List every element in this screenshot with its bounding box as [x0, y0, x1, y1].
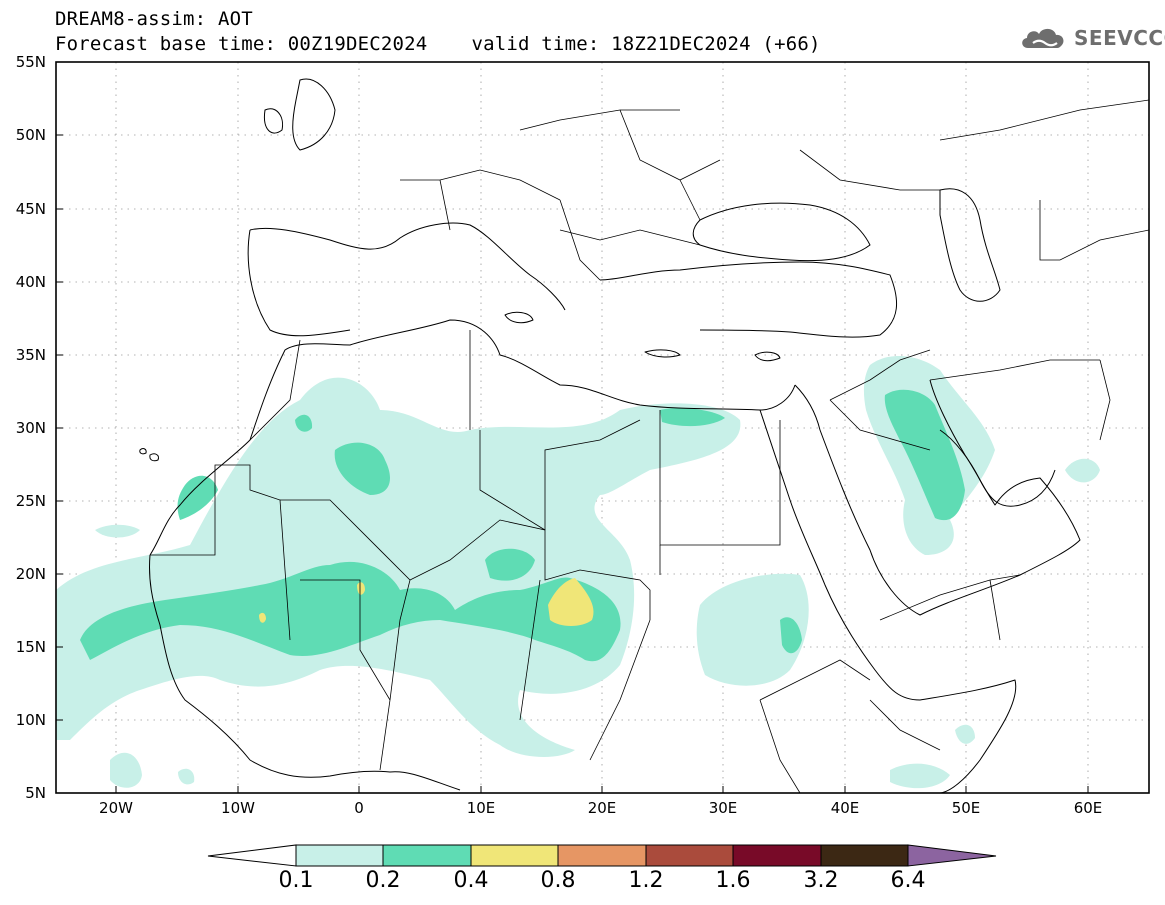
lon-label-60E: 60E — [1073, 799, 1103, 817]
lat-label-45N: 45N — [15, 200, 46, 218]
lon-label-10W: 10W — [221, 799, 255, 817]
colorbar-label: 0.4 — [453, 868, 489, 893]
lon-label-10E: 10E — [466, 799, 496, 817]
base-time: Forecast base time: 00Z19DEC2024 — [55, 33, 428, 55]
lon-label-50E: 50E — [951, 799, 981, 817]
lat-label-55N: 55N — [15, 53, 46, 71]
lat-label-20N: 20N — [15, 565, 46, 583]
aot-level-0.4 — [259, 578, 594, 626]
cloud-icon — [1022, 28, 1064, 48]
axis-ticks — [56, 134, 1089, 793]
colorbar-label: 3.2 — [803, 868, 839, 893]
colorbar-label: 1.6 — [715, 868, 751, 893]
colorbar-label: 0.1 — [278, 868, 314, 893]
lon-label-20W: 20W — [99, 799, 133, 817]
colorbar-swatch-0.4 — [470, 844, 559, 867]
lat-label-10N: 10N — [15, 711, 46, 729]
colorbar-swatch-0.2 — [382, 844, 472, 867]
aot-contours — [56, 355, 1100, 789]
colorbar-swatch-1.6 — [732, 844, 822, 867]
aot-level-0.1 — [56, 355, 1100, 789]
lat-label-30N: 30N — [15, 419, 46, 437]
lat-label-35N: 35N — [15, 346, 46, 364]
lat-label-5N: 5N — [25, 784, 46, 802]
lon-label-30E: 30E — [708, 799, 738, 817]
seevccc-logo: SEEVCCC — [1018, 22, 1165, 54]
map-title: DREAM8-assim: AOT — [55, 8, 253, 30]
colorbar-upper-arrow — [907, 844, 997, 867]
coastlines — [139, 78, 1081, 793]
lat-label-40N: 40N — [15, 273, 46, 291]
colorbar-swatch-0.1 — [295, 844, 384, 867]
borders — [150, 99, 1149, 793]
colorbar-swatch-3.2 — [820, 844, 909, 867]
valid-time: valid time: 18Z21DEC2024 (+66) — [471, 33, 821, 55]
colorbar-swatch-0.8 — [557, 844, 647, 867]
colorbar-lower-arrow — [207, 844, 297, 867]
colorbar-label: 0.2 — [365, 868, 401, 893]
lon-label-0: 0 — [354, 799, 364, 817]
colorbar-label: 1.2 — [628, 868, 664, 893]
lon-label-20E: 20E — [587, 799, 617, 817]
colorbar-label: 0.8 — [540, 868, 576, 893]
lat-label-25N: 25N — [15, 492, 46, 510]
colorbar-label: 6.4 — [890, 868, 926, 893]
colorbar-swatch-1.2 — [645, 844, 734, 867]
time-line: Forecast base time: 00Z19DEC2024 valid ti… — [55, 33, 821, 55]
lat-label-15N: 15N — [15, 638, 46, 656]
lon-label-40E: 40E — [830, 799, 860, 817]
lat-label-50N: 50N — [15, 126, 46, 144]
aot-level-0.2 — [80, 389, 965, 662]
logo-text: SEEVCCC — [1074, 26, 1165, 50]
colorbar — [207, 844, 997, 867]
